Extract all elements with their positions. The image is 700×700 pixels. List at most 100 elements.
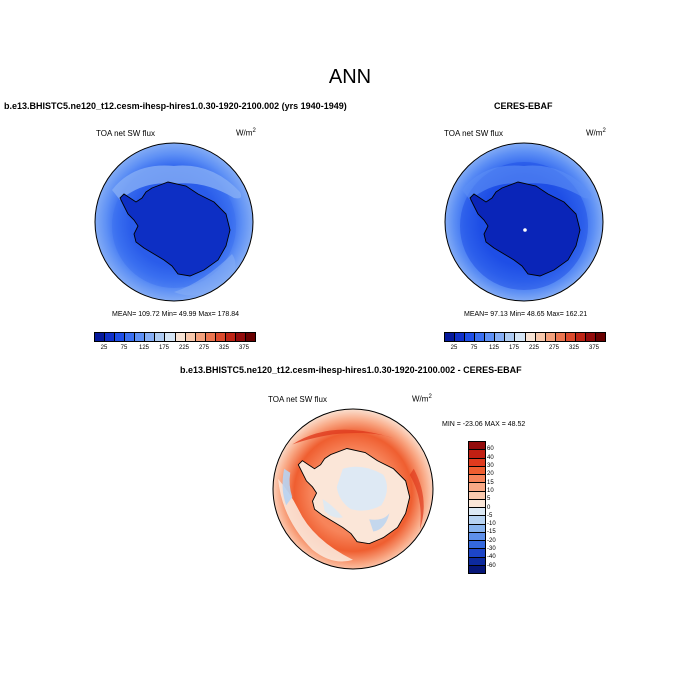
colorbar-box <box>165 333 176 341</box>
panel2-stats: MEAN= 97.13 Min= 48.65 Max= 162.21 <box>464 311 588 318</box>
colorbar-box <box>469 541 485 550</box>
colorbar-box <box>495 333 506 341</box>
panel1-antarctica-outline <box>119 181 231 277</box>
colorbar-tick-label: 20 <box>487 471 494 478</box>
colorbar-box <box>175 333 186 341</box>
panel1-stats: MEAN= 109.72 Min= 49.99 Max= 178.84 <box>112 311 240 318</box>
colorbar-box <box>545 333 556 341</box>
colorbar-box <box>469 532 485 541</box>
colorbar-box <box>505 333 516 341</box>
colorbar-tick-label: 125 <box>488 345 500 351</box>
colorbar-box <box>469 499 485 508</box>
colorbar-tick-label: -15 <box>487 529 496 536</box>
panel2-variable-label: TOA net SW flux <box>444 129 503 138</box>
colorbar-box <box>95 333 106 341</box>
colorbar-tick-label: -20 <box>487 537 496 544</box>
colorbar-tick-label: 0 <box>487 504 491 511</box>
colorbar-box <box>469 442 485 451</box>
colorbar-box <box>535 333 546 341</box>
colorbar-tick-label: 175 <box>508 345 520 351</box>
colorbar-box <box>595 333 605 341</box>
colorbar-tick-label: 175 <box>158 345 170 351</box>
colorbar-tick-label: 30 <box>487 462 494 469</box>
colorbar-box <box>215 333 226 341</box>
colorbar-tick-label: 75 <box>470 345 478 351</box>
colorbar-box <box>115 333 126 341</box>
colorbar-box <box>469 458 485 467</box>
colorbar-box <box>145 333 156 341</box>
colorbar-box <box>235 333 246 341</box>
panel3-variable-label: TOA net SW flux <box>268 395 327 404</box>
colorbar-box <box>469 565 485 573</box>
panel1-colorbar <box>94 332 256 342</box>
colorbar-tick-label: -10 <box>487 521 496 528</box>
colorbar-tick-label: 40 <box>487 454 494 461</box>
colorbar-box <box>565 333 576 341</box>
colorbar-tick-label: 225 <box>528 345 540 351</box>
panel3-colorbar <box>468 441 486 574</box>
panel2-polar-map <box>444 142 604 302</box>
colorbar-box <box>225 333 236 341</box>
colorbar-box <box>585 333 596 341</box>
colorbar-box <box>205 333 216 341</box>
panel2-unit-label: W/m2 <box>586 128 606 138</box>
colorbar-tick-label: 25 <box>450 345 458 351</box>
colorbar-tick-label: 60 <box>487 446 494 453</box>
colorbar-tick-label: 275 <box>198 345 210 351</box>
panel1-polar-map <box>94 142 254 302</box>
colorbar-box <box>469 549 485 558</box>
colorbar-box <box>245 333 255 341</box>
panel1-title: b.e13.BHISTC5.ne120_t12.cesm-ihesp-hires… <box>4 101 347 111</box>
colorbar-box <box>455 333 466 341</box>
colorbar-box <box>469 483 485 492</box>
colorbar-tick-label: 5 <box>487 496 491 503</box>
colorbar-box <box>469 491 485 500</box>
colorbar-box <box>469 466 485 475</box>
panel3-unit-label: W/m2 <box>412 394 432 404</box>
panel3-polar-map <box>272 408 434 570</box>
colorbar-tick-label: -5 <box>487 512 493 519</box>
colorbar-box <box>475 333 486 341</box>
colorbar-box <box>469 516 485 525</box>
colorbar-tick-label: 225 <box>178 345 190 351</box>
colorbar-box <box>485 333 496 341</box>
colorbar-tick-label: 325 <box>218 345 230 351</box>
colorbar-box <box>555 333 566 341</box>
panel3-stats: MIN = -23.06 MAX = 48.52 <box>442 421 526 428</box>
colorbar-tick-label: 325 <box>568 345 580 351</box>
colorbar-box <box>525 333 536 341</box>
panel3-colorbar-labels: 60 40 30 20 15 10 5 0 -5 -10 -15 -20 -30 -40 -60 <box>487 441 507 574</box>
colorbar-tick-label: 75 <box>120 345 128 351</box>
panel2-title: CERES-EBAF <box>494 101 553 111</box>
colorbar-tick-label: 125 <box>138 345 150 351</box>
main-title: ANN <box>328 66 372 88</box>
colorbar-box <box>105 333 116 341</box>
panel1-unit-label: W/m2 <box>236 128 256 138</box>
colorbar-tick-label: -60 <box>487 562 496 569</box>
colorbar-box <box>469 557 485 566</box>
colorbar-tick-label: -40 <box>487 554 496 561</box>
colorbar-tick-label: 10 <box>487 487 494 494</box>
colorbar-tick-label: 375 <box>588 345 600 351</box>
colorbar-box <box>465 333 476 341</box>
colorbar-box <box>469 508 485 517</box>
colorbar-box <box>125 333 136 341</box>
panel2-colorbar-labels: 25 75 125 175 225 275 325 375 <box>444 345 604 353</box>
colorbar-tick-label: 275 <box>548 345 560 351</box>
colorbar-box <box>135 333 146 341</box>
colorbar-box <box>195 333 206 341</box>
colorbar-box <box>469 475 485 484</box>
colorbar-box <box>469 450 485 459</box>
colorbar-box <box>155 333 166 341</box>
panel2-pole-missing-data <box>523 228 527 232</box>
colorbar-tick-label: 25 <box>100 345 108 351</box>
panel2-colorbar <box>444 332 606 342</box>
colorbar-box <box>185 333 196 341</box>
colorbar-box <box>515 333 526 341</box>
colorbar-tick-label: -30 <box>487 546 496 553</box>
panel3-title: b.e13.BHISTC5.ne120_t12.cesm-ihesp-hires… <box>180 365 522 375</box>
colorbar-box <box>445 333 456 341</box>
colorbar-box <box>575 333 586 341</box>
panel1-variable-label: TOA net SW flux <box>96 129 155 138</box>
panel1-colorbar-labels: 25 75 125 175 225 275 325 375 <box>94 345 254 353</box>
